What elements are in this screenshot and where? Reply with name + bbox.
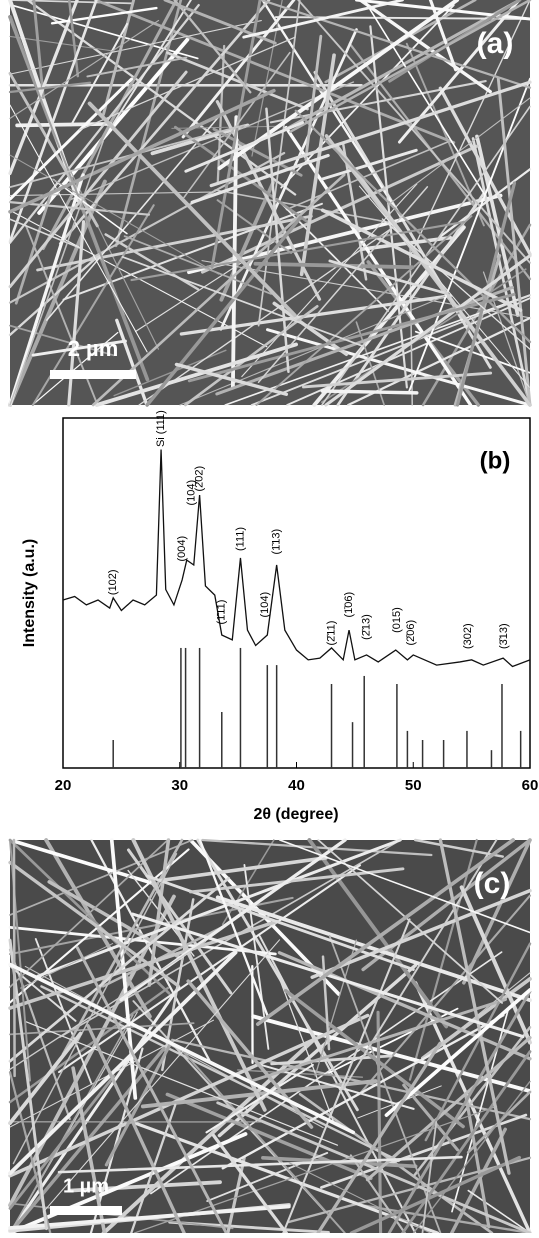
peak-label: (104) (259, 592, 271, 618)
peak-label: (2̄13) (360, 614, 372, 640)
peak-label: (015) (391, 607, 403, 633)
peak-label: (111) (234, 527, 246, 551)
plot-frame (63, 418, 530, 768)
x-axis-title: 2θ (degree) (253, 806, 338, 823)
fiber (14, 840, 15, 1076)
peak-label: (2̄06) (405, 620, 417, 646)
xrd-chart: (b) 2θ (degree) Intensity (a.u.) 20 30 40 5… (21, 410, 538, 823)
x-tick-label: 50 (405, 777, 422, 794)
fiber (17, 124, 110, 126)
x-tick-label: 60 (522, 777, 539, 794)
scale-bar-label: 2 µm (68, 336, 119, 361)
peak-label: (1̄13) (271, 529, 283, 555)
peak-label: (004) (176, 536, 188, 562)
peak-label: (2̄11) (325, 621, 337, 646)
scale-bar-label: 1 µm (63, 1175, 109, 1197)
peak-label: (1̄06) (343, 592, 355, 618)
peak-label: (302) (462, 623, 474, 649)
panel-label: (c) (474, 867, 511, 900)
x-tick-label: 30 (171, 777, 188, 794)
peak-label: (3̄13) (498, 623, 510, 649)
x-tick-label: 20 (55, 777, 72, 794)
x-tick-label: 40 (288, 777, 305, 794)
xrd-line (63, 450, 530, 667)
peak-label: (2̄02) (194, 466, 206, 492)
fiber (322, 391, 417, 393)
scale-bar (50, 1206, 122, 1215)
panel-label: (b) (480, 447, 511, 474)
scale-bar (50, 370, 136, 379)
peak-label: Si (111) (155, 410, 167, 447)
y-axis-title: Intensity (a.u.) (21, 539, 38, 647)
peak-label: (1̄11) (216, 600, 228, 625)
peak-label: (102) (107, 569, 119, 595)
panel-label: (a) (477, 27, 514, 60)
